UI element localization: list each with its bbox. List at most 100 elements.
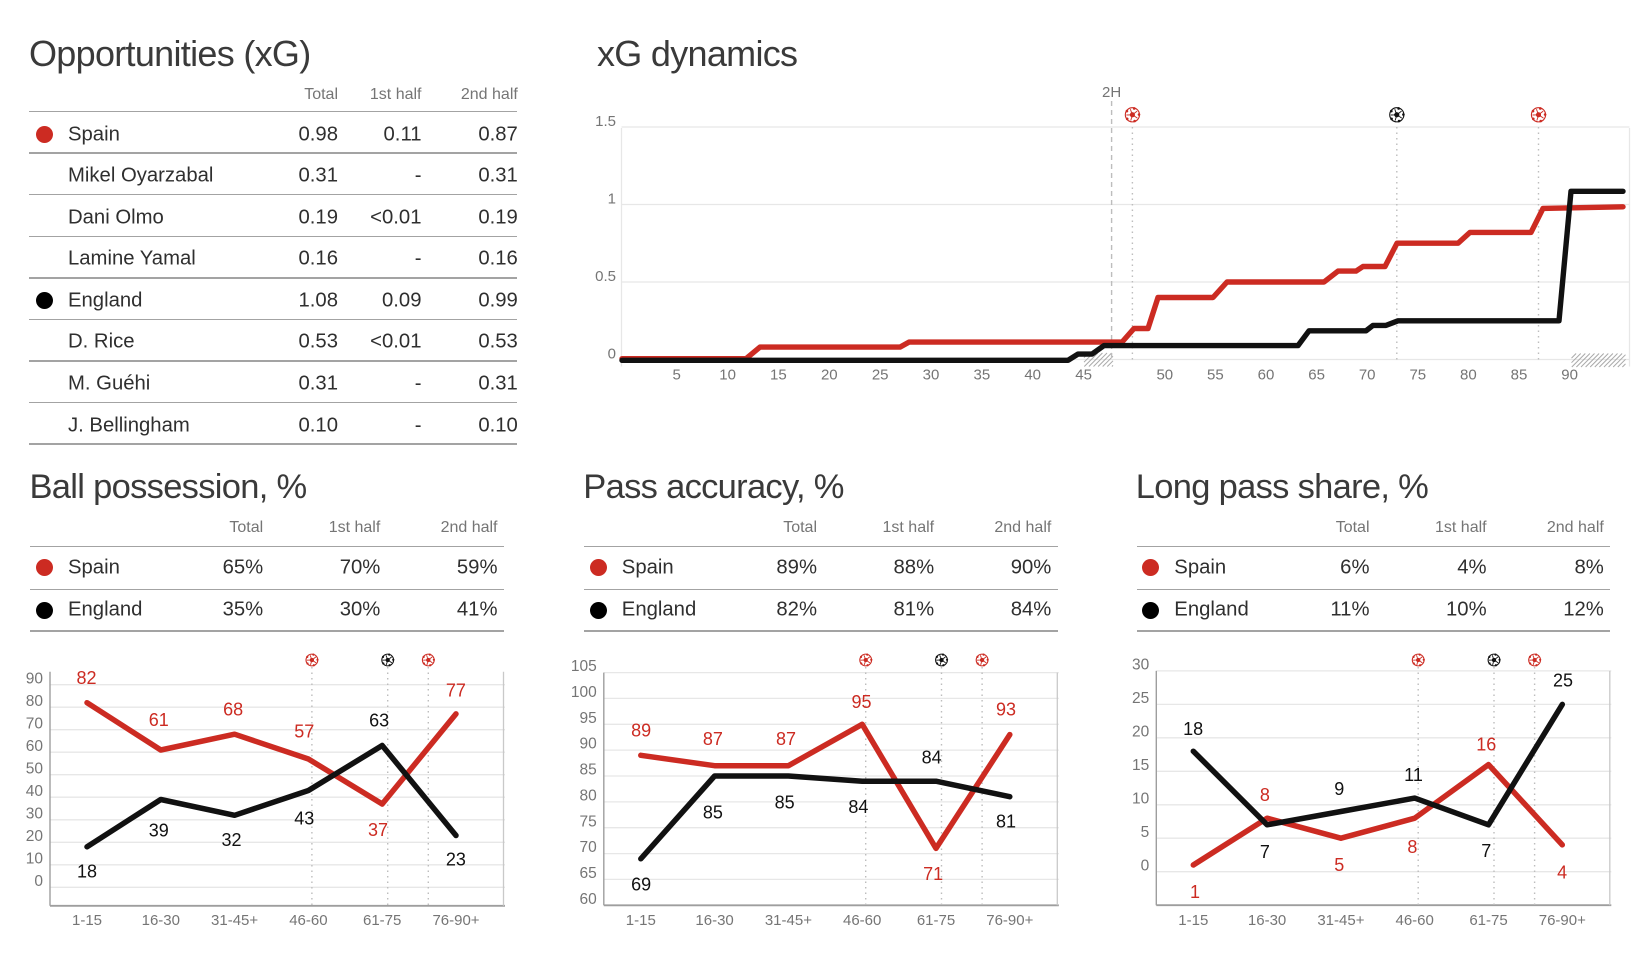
svg-text:61-75: 61-75 xyxy=(1469,912,1507,929)
svg-text:16-30: 16-30 xyxy=(1248,912,1286,929)
svg-text:46-60: 46-60 xyxy=(843,912,881,929)
svg-text:84: 84 xyxy=(922,747,942,767)
svg-text:15: 15 xyxy=(1132,757,1149,774)
svg-text:90: 90 xyxy=(26,670,44,687)
svg-text:18: 18 xyxy=(1183,719,1203,739)
svg-text:76-90+: 76-90+ xyxy=(432,912,479,929)
svg-text:50: 50 xyxy=(26,760,44,777)
svg-text:105: 105 xyxy=(571,658,597,675)
svg-text:61-75: 61-75 xyxy=(917,912,955,929)
svg-text:20: 20 xyxy=(821,367,838,384)
svg-text:50: 50 xyxy=(1156,367,1173,384)
svg-text:0: 0 xyxy=(34,873,43,890)
svg-text:5: 5 xyxy=(673,367,681,384)
svg-text:1.5: 1.5 xyxy=(595,113,616,130)
svg-text:82: 82 xyxy=(76,668,96,688)
svg-text:69: 69 xyxy=(631,874,651,894)
svg-text:80: 80 xyxy=(580,787,598,804)
svg-text:37: 37 xyxy=(368,820,388,840)
svg-text:1: 1 xyxy=(1190,882,1200,902)
svg-text:60: 60 xyxy=(580,891,598,908)
svg-text:85: 85 xyxy=(1511,367,1528,384)
svg-text:7: 7 xyxy=(1260,842,1270,862)
svg-text:10: 10 xyxy=(1132,790,1150,807)
svg-text:18: 18 xyxy=(77,861,97,881)
svg-text:90: 90 xyxy=(1561,367,1578,384)
svg-text:10: 10 xyxy=(26,850,44,867)
svg-text:30: 30 xyxy=(26,805,44,822)
svg-text:31-45+: 31-45+ xyxy=(1317,912,1364,929)
svg-text:5: 5 xyxy=(1334,855,1344,875)
svg-text:100: 100 xyxy=(571,684,597,701)
svg-text:71: 71 xyxy=(923,864,943,884)
svg-text:16: 16 xyxy=(1476,735,1496,755)
svg-text:61-75: 61-75 xyxy=(363,912,401,929)
svg-text:76-90+: 76-90+ xyxy=(1539,912,1586,929)
svg-text:80: 80 xyxy=(1460,367,1477,384)
svg-text:93: 93 xyxy=(996,700,1016,720)
svg-text:39: 39 xyxy=(149,821,169,841)
svg-text:7: 7 xyxy=(1481,841,1491,861)
svg-text:2H: 2H xyxy=(1102,84,1121,101)
svg-text:75: 75 xyxy=(580,813,597,830)
svg-text:75: 75 xyxy=(1409,367,1426,384)
svg-text:55: 55 xyxy=(1207,367,1224,384)
svg-text:46-60: 46-60 xyxy=(1396,912,1434,929)
svg-text:80: 80 xyxy=(26,693,44,710)
svg-text:32: 32 xyxy=(221,830,241,850)
svg-text:1: 1 xyxy=(608,190,616,207)
svg-text:31-45+: 31-45+ xyxy=(211,912,258,929)
svg-text:0.5: 0.5 xyxy=(595,268,616,285)
svg-text:76-90+: 76-90+ xyxy=(986,912,1033,929)
svg-text:25: 25 xyxy=(1132,690,1149,707)
svg-text:95: 95 xyxy=(851,692,871,712)
svg-text:8: 8 xyxy=(1407,837,1417,857)
svg-text:45: 45 xyxy=(1075,367,1092,384)
svg-text:0: 0 xyxy=(608,345,616,362)
svg-text:4: 4 xyxy=(1557,863,1567,883)
svg-text:85: 85 xyxy=(775,792,795,812)
svg-text:35: 35 xyxy=(974,367,991,384)
svg-text:9: 9 xyxy=(1334,779,1344,799)
svg-text:70: 70 xyxy=(1359,367,1376,384)
svg-text:95: 95 xyxy=(580,710,597,727)
svg-text:30: 30 xyxy=(1132,656,1150,673)
svg-text:20: 20 xyxy=(26,828,44,845)
svg-text:70: 70 xyxy=(580,839,598,856)
svg-text:85: 85 xyxy=(703,803,723,823)
svg-text:87: 87 xyxy=(703,729,723,749)
svg-text:46-60: 46-60 xyxy=(289,912,327,929)
svg-text:1-15: 1-15 xyxy=(72,912,102,929)
svg-text:1-15: 1-15 xyxy=(626,912,656,929)
svg-text:77: 77 xyxy=(446,681,466,701)
svg-text:61: 61 xyxy=(149,710,169,730)
svg-text:8: 8 xyxy=(1260,785,1270,805)
svg-text:90: 90 xyxy=(580,736,598,753)
svg-text:31-45+: 31-45+ xyxy=(765,912,812,929)
svg-text:84: 84 xyxy=(848,797,868,817)
svg-text:89: 89 xyxy=(631,721,651,741)
svg-text:25: 25 xyxy=(1553,670,1573,690)
svg-text:40: 40 xyxy=(1024,367,1041,384)
svg-text:60: 60 xyxy=(26,738,44,755)
svg-text:0: 0 xyxy=(1141,857,1150,874)
svg-text:65: 65 xyxy=(1308,367,1325,384)
svg-text:70: 70 xyxy=(26,715,44,732)
svg-text:81: 81 xyxy=(996,811,1016,831)
svg-text:23: 23 xyxy=(446,850,466,870)
svg-text:10: 10 xyxy=(719,367,736,384)
svg-text:85: 85 xyxy=(580,762,597,779)
svg-text:57: 57 xyxy=(294,722,314,742)
svg-text:68: 68 xyxy=(223,700,243,720)
svg-text:1-15: 1-15 xyxy=(1178,912,1208,929)
svg-text:16-30: 16-30 xyxy=(695,912,733,929)
svg-text:60: 60 xyxy=(1258,367,1275,384)
svg-text:63: 63 xyxy=(369,710,389,730)
svg-text:30: 30 xyxy=(923,367,940,384)
svg-text:16-30: 16-30 xyxy=(142,912,180,929)
svg-text:15: 15 xyxy=(770,367,787,384)
svg-text:40: 40 xyxy=(26,783,44,800)
svg-text:11: 11 xyxy=(1404,765,1423,785)
svg-text:43: 43 xyxy=(294,809,314,829)
svg-text:25: 25 xyxy=(872,367,889,384)
